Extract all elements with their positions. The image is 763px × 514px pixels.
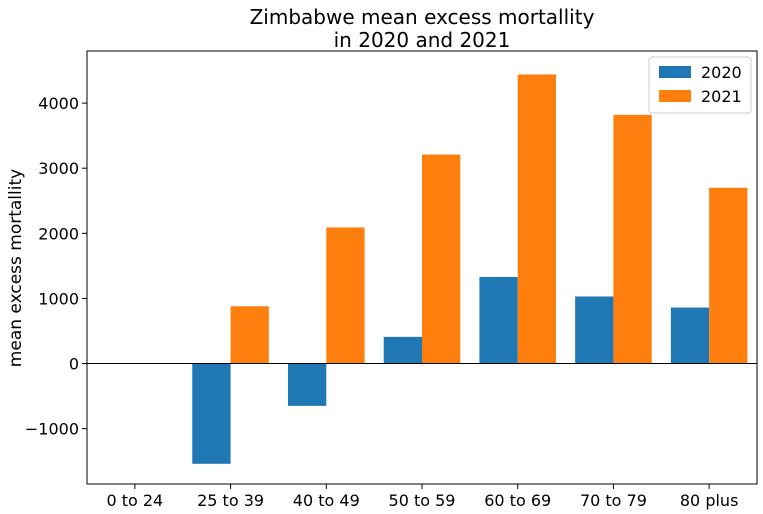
chart-title-line-1: Zimbabwe mean excess mortallity	[250, 5, 595, 29]
y-tick-label: 4000	[38, 94, 79, 113]
legend-swatch-2020	[659, 66, 691, 78]
y-tick-label: 3000	[38, 159, 79, 178]
x-tick-label: 0 to 24	[106, 491, 163, 510]
y-tick-label: 0	[69, 355, 79, 374]
x-tick-label: 70 to 79	[580, 491, 647, 510]
bar-2021-25-to-39	[230, 306, 269, 364]
y-tick-label: 2000	[38, 224, 79, 243]
chart-title-line-2: in 2020 and 2021	[334, 28, 511, 52]
bar-2021-40-to-49	[326, 227, 365, 364]
x-tick-label: 40 to 49	[293, 491, 360, 510]
y-tick-label: −1000	[25, 420, 79, 439]
y-axis-label: mean excess mortallity	[6, 169, 26, 367]
bar-2020-70-to-79	[575, 296, 614, 364]
x-tick-label: 60 to 69	[484, 491, 551, 510]
bar-2021-50-to-59	[422, 154, 461, 364]
x-tick-label: 25 to 39	[197, 491, 264, 510]
bar-2021-60-to-69	[517, 74, 556, 364]
bar-2020-50-to-59	[383, 336, 422, 364]
bar-2020-60-to-69	[479, 276, 518, 364]
bar-2020-40-to-49	[288, 363, 327, 406]
legend: 2020 2021	[648, 56, 752, 114]
bar-2020-25-to-39	[192, 363, 231, 464]
y-tick-label: 1000	[38, 289, 79, 308]
bar-2021-70-to-79	[613, 114, 652, 364]
bar-2021-80-plus	[709, 187, 748, 364]
legend-label-2021: 2021	[701, 87, 742, 106]
legend-label-2020: 2020	[701, 63, 742, 82]
bar-2020-80-plus	[670, 307, 710, 364]
x-tick-label: 50 to 59	[389, 491, 456, 510]
plot-area: −1000 0 1000 2000 3000 4000 0 to 24 25 to 39 40 …	[25, 50, 758, 510]
legend-swatch-2021	[659, 90, 691, 102]
x-tick-label: 80 plus	[680, 491, 739, 510]
